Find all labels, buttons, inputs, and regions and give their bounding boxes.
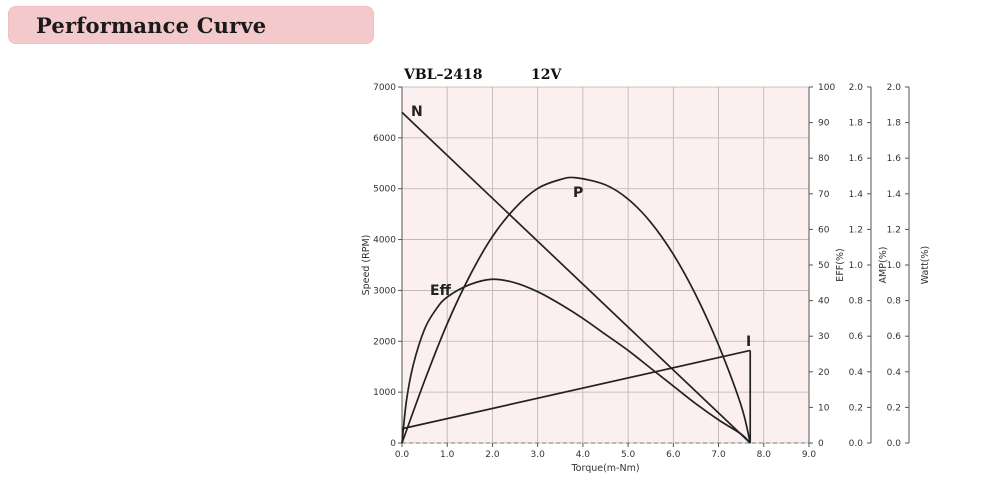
chart-model-label: VBL–2418 bbox=[403, 67, 483, 83]
watt-axis-label: Watt(%) bbox=[920, 246, 931, 285]
eff-tick-label: 60 bbox=[818, 225, 830, 235]
curve-label-n: N bbox=[411, 104, 423, 120]
amp-tick-label: 1.4 bbox=[849, 190, 864, 200]
eff-tick-label: 100 bbox=[818, 83, 835, 93]
eff-tick-label: 90 bbox=[818, 119, 830, 129]
eff-tick-label: 80 bbox=[818, 154, 830, 164]
series-layer bbox=[401, 111, 752, 444]
speed-tick-label: 5000 bbox=[373, 185, 396, 195]
x-tick-label: 9.0 bbox=[802, 450, 817, 460]
chart-voltage-label: 12V bbox=[531, 67, 562, 83]
x-tick-label: 4.0 bbox=[576, 450, 591, 460]
x-tick-label: 0.0 bbox=[395, 450, 410, 460]
x-tick-label: 5.0 bbox=[621, 450, 636, 460]
amp-tick-label: 0.8 bbox=[849, 297, 864, 307]
speed-tick-label: 4000 bbox=[373, 236, 396, 246]
speed-tick-label: 1000 bbox=[373, 388, 396, 398]
amp-tick-label: 0.0 bbox=[849, 439, 864, 449]
series-eff-line bbox=[401, 278, 751, 444]
eff-tick-label: 40 bbox=[818, 297, 830, 307]
watt-tick-label: 1.6 bbox=[887, 154, 902, 164]
eff-tick-label: 50 bbox=[818, 261, 830, 271]
plot-area bbox=[402, 87, 809, 443]
eff-tick-label: 20 bbox=[818, 368, 830, 378]
speed-tick-label: 3000 bbox=[373, 286, 396, 296]
eff-tick-label: 10 bbox=[818, 403, 830, 413]
speed-tick-label: 2000 bbox=[373, 337, 396, 347]
amp-tick-label: 2.0 bbox=[849, 83, 864, 93]
speed-tick-label: 7000 bbox=[373, 83, 396, 93]
amp-axis-label: AMP(%) bbox=[878, 247, 889, 284]
watt-tick-label: 1.0 bbox=[887, 261, 902, 271]
curve-label-eff: Eff bbox=[430, 283, 452, 299]
axes: 0.0 1.0 2.0 3.0 4.0 5.0 6.0 7.0 8.0 9.00100020003… bbox=[361, 83, 931, 460]
watt-tick-label: 0.0 bbox=[887, 439, 902, 449]
watt-tick-label: 1.4 bbox=[887, 190, 902, 200]
labels-layer: N P Eff I bbox=[411, 104, 751, 350]
watt-tick-label: 0.4 bbox=[887, 368, 902, 378]
series-n-line bbox=[401, 111, 751, 444]
speed-tick-label: 0 bbox=[390, 439, 396, 449]
amp-tick-label: 1.6 bbox=[849, 154, 864, 164]
eff-tick-label: 30 bbox=[818, 332, 830, 342]
amp-tick-label: 0.4 bbox=[849, 368, 864, 378]
x-tick-label: 8.0 bbox=[757, 450, 772, 460]
watt-tick-label: 0.6 bbox=[887, 332, 902, 342]
speed-axis-label: Speed (RPM) bbox=[361, 235, 372, 296]
x-tick-label: 3.0 bbox=[531, 450, 546, 460]
amp-tick-label: 0.2 bbox=[849, 403, 863, 413]
curve-label-i: I bbox=[746, 334, 751, 350]
watt-tick-label: 1.2 bbox=[887, 225, 901, 235]
x-axis-label: Torque(m-Nm) bbox=[570, 463, 639, 474]
heading-banner: Performance Curve bbox=[8, 6, 374, 44]
watt-tick-label: 0.2 bbox=[887, 403, 901, 413]
x-tick-label: 1.0 bbox=[440, 450, 455, 460]
watt-tick-label: 1.8 bbox=[887, 119, 902, 129]
series-i-line bbox=[401, 349, 751, 430]
watt-tick-label: 0.8 bbox=[887, 297, 902, 307]
eff-tick-label: 0 bbox=[818, 439, 824, 449]
watt-tick-label: 2.0 bbox=[887, 83, 902, 93]
x-tick-label: 6.0 bbox=[666, 450, 681, 460]
amp-tick-label: 0.6 bbox=[849, 332, 864, 342]
speed-tick-label: 6000 bbox=[373, 134, 396, 144]
x-tick-label: 7.0 bbox=[711, 450, 726, 460]
series-p-line bbox=[401, 176, 752, 444]
amp-tick-label: 1.2 bbox=[849, 225, 863, 235]
curve-label-p: P bbox=[573, 185, 583, 201]
page-title: Performance Curve bbox=[36, 13, 267, 38]
amp-tick-label: 1.0 bbox=[849, 261, 864, 271]
eff-axis-label: EFF(%) bbox=[835, 248, 846, 281]
x-tick-label: 2.0 bbox=[485, 450, 500, 460]
eff-tick-label: 70 bbox=[818, 190, 830, 200]
amp-tick-label: 1.8 bbox=[849, 119, 864, 129]
